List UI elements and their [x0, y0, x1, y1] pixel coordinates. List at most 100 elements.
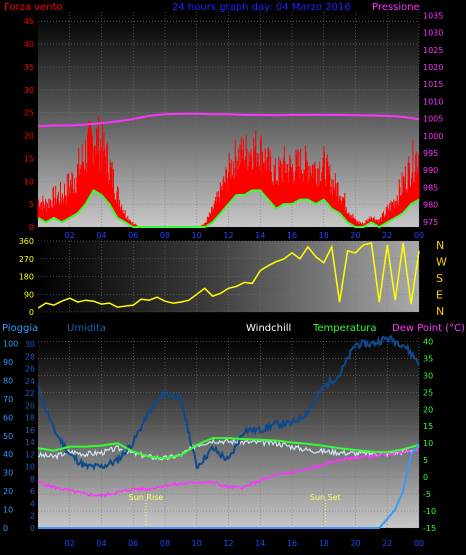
wind-speed-tick-40: 40	[24, 40, 34, 49]
rain-tick-10: 10	[3, 506, 13, 515]
temp-tick--5: -5	[423, 490, 431, 499]
legend-temperature: Temperatura	[312, 323, 377, 334]
humidity-tick-24: 24	[25, 377, 35, 386]
humidity-tick-16: 16	[25, 426, 35, 435]
temp-tick-5: 5	[423, 456, 428, 465]
time-tick-06: 06	[128, 231, 138, 240]
pressure-tick-1005: 1005	[423, 115, 443, 124]
time-tick-22: 22	[382, 231, 392, 240]
pressure-tick-1020: 1020	[423, 63, 443, 72]
humidity-tick-28: 28	[25, 352, 35, 361]
humidity-tick-12: 12	[25, 450, 35, 459]
pressure-tick-985: 985	[423, 183, 438, 192]
legend-windchill: Windchill	[246, 323, 291, 334]
p3-time-tick-00: 00	[414, 539, 424, 548]
temp-tick--10: -10	[423, 507, 436, 516]
rain-tick-30: 30	[3, 469, 13, 478]
humidity-tick-30: 30	[25, 340, 35, 349]
time-tick-20: 20	[350, 231, 360, 240]
humidity-tick-0: 0	[30, 524, 35, 533]
temp-tick-30: 30	[423, 371, 433, 380]
time-tick-14: 14	[255, 231, 265, 240]
wind-gust-series	[37, 116, 420, 227]
wind-speed-tick-35: 35	[24, 63, 34, 72]
temp-tick--15: -15	[423, 524, 436, 533]
rain-tick-100: 100	[3, 340, 18, 349]
rain-tick-50: 50	[3, 432, 13, 441]
windchill-series	[37, 437, 420, 461]
wind-speed-tick-0: 0	[29, 223, 34, 232]
humidity-tick-6: 6	[30, 487, 35, 496]
temp-humidity-plot-area	[38, 338, 419, 528]
rain-series	[38, 444, 420, 529]
time-tick-00: 00	[414, 231, 424, 240]
time-tick-02: 02	[65, 231, 75, 240]
wind-speed-tick-15: 15	[24, 154, 34, 163]
dir-tick-270: 270	[19, 255, 34, 264]
p3-time-tick-02: 02	[65, 539, 75, 548]
dir-tick-90: 90	[24, 290, 34, 299]
pressure-tick-975: 975	[423, 218, 438, 227]
wind-direction-series	[37, 242, 420, 309]
time-tick-08: 08	[160, 231, 170, 240]
legend-dewpoint: Dew Point (°C)	[392, 323, 465, 334]
pressure-tick-1000: 1000	[423, 132, 443, 141]
p3-time-tick-12: 12	[223, 539, 233, 548]
p3-time-tick-16: 16	[287, 539, 297, 548]
time-tick-12: 12	[223, 231, 233, 240]
temp-tick-25: 25	[423, 388, 433, 397]
rain-tick-70: 70	[3, 395, 13, 404]
rain-tick-40: 40	[3, 450, 13, 459]
pressure-tick-990: 990	[423, 166, 438, 175]
rain-tick-90: 90	[3, 358, 13, 367]
pressure-tick-1035: 1035	[423, 11, 443, 20]
humidity-tick-8: 8	[30, 475, 35, 484]
p3-time-tick-20: 20	[350, 539, 360, 548]
p3-time-tick-06: 06	[128, 539, 138, 548]
p3-time-tick-10: 10	[192, 539, 202, 548]
p3-time-tick-04: 04	[96, 539, 106, 548]
humidity-tick-4: 4	[30, 499, 35, 508]
compass-label-0: N	[436, 239, 444, 252]
humidity-tick-2: 2	[30, 512, 35, 521]
temp-tick-35: 35	[423, 354, 433, 363]
humidity-tick-18: 18	[25, 414, 35, 423]
humidity-tick-10: 10	[25, 463, 35, 472]
rain-tick-60: 60	[3, 413, 13, 422]
legend-humidity: Umidita	[67, 323, 106, 334]
rain-tick-20: 20	[3, 487, 13, 496]
wind-speed-tick-10: 10	[24, 177, 34, 186]
pressure-tick-1010: 1010	[423, 97, 443, 106]
temperature-series	[37, 437, 420, 460]
compass-label-2: S	[436, 272, 443, 285]
temp-tick-15: 15	[423, 422, 433, 431]
rain-tick-80: 80	[3, 376, 13, 385]
p3-time-tick-22: 22	[382, 539, 392, 548]
legend-rain: Pioggia	[2, 323, 38, 334]
pressure-tick-980: 980	[423, 201, 438, 210]
wind-speed-tick-45: 45	[24, 17, 34, 26]
compass-label-3: E	[436, 289, 443, 302]
dewpoint-series	[37, 448, 420, 498]
dir-tick-180: 180	[19, 273, 34, 282]
temp-tick-10: 10	[423, 439, 433, 448]
dir-tick-360: 360	[19, 237, 34, 246]
compass-label-1: W	[436, 256, 447, 269]
wind-speed-tick-20: 20	[24, 132, 34, 141]
time-tick-16: 16	[287, 231, 297, 240]
pressure-tick-1025: 1025	[423, 46, 443, 55]
rain-tick-0: 0	[3, 524, 8, 533]
humidity-series	[37, 334, 420, 471]
sun-marker-label-1: Sun Set	[310, 493, 341, 502]
p3-time-tick-08: 08	[160, 539, 170, 548]
pressure-tick-1030: 1030	[423, 29, 443, 38]
graph-title: 24 hours graph day: 04 Marzo 2016	[172, 2, 351, 13]
p3-time-tick-14: 14	[255, 539, 265, 548]
pressure-series	[37, 112, 420, 128]
temp-tick-20: 20	[423, 405, 433, 414]
humidity-tick-20: 20	[25, 401, 35, 410]
time-tick-04: 04	[96, 231, 106, 240]
wind-avg-series	[37, 189, 420, 228]
wind-speed-axis-label: Forza vento	[4, 2, 63, 13]
